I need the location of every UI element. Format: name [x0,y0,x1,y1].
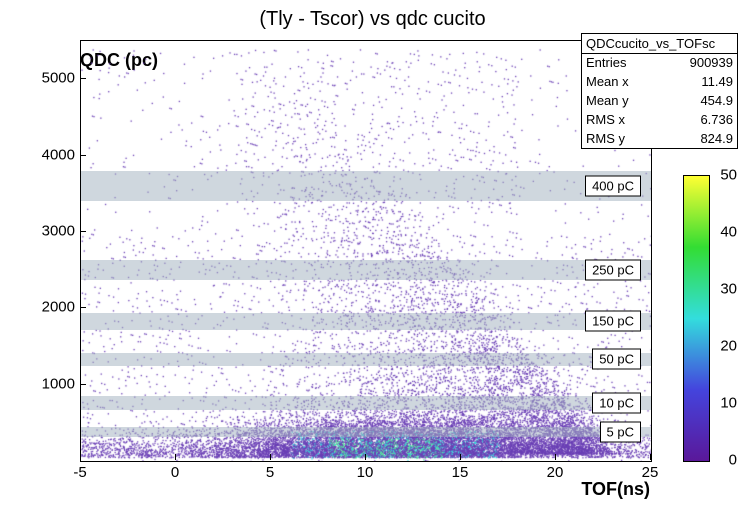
stats-value: 454.9 [700,93,733,110]
qdc-band [81,427,651,437]
y-tick-label: 1000 [25,375,75,392]
stats-key: RMS x [586,112,625,129]
x-tick-label: 0 [171,464,179,481]
x-axis-label: TOF(ns) [581,479,650,500]
qdc-band [81,353,651,366]
x-tick-label: 20 [547,464,564,481]
colorbar-tick-label: 10 [720,395,737,412]
colorbar-tick-label: 30 [720,281,737,298]
qdc-band [81,260,651,280]
stats-row: Mean x 11.49 [582,73,737,92]
x-tick-label: 10 [357,464,374,481]
qdc-band-label: 150 pC [585,311,641,332]
x-tick-label: 15 [452,464,469,481]
chart-title: (Tly - Tscor) vs qdc cucito [0,8,745,31]
stats-name: QDCcucito_vs_TOFsc [582,34,737,54]
y-tick-label: 3000 [25,222,75,239]
stats-value: 11.49 [701,74,733,91]
plot-area: 400 pC 250 pC 150 pC 50 pC 10 pC 5 pC [80,40,652,462]
qdc-band [81,171,651,202]
y-tick-label: 4000 [25,146,75,163]
stats-value: 900939 [690,55,733,72]
x-tick-label: 5 [266,464,274,481]
qdc-band [81,313,651,330]
stats-key: Mean y [586,93,629,110]
colorbar-tick-label: 0 [729,452,737,469]
colorbar-tick-label: 50 [720,167,737,184]
stats-row: RMS y 824.9 [582,130,737,149]
stats-key: Entries [586,55,626,72]
stats-key: Mean x [586,74,629,91]
stats-key: RMS y [586,131,625,148]
colorbar [683,175,710,462]
x-tick-label: -5 [73,464,86,481]
qdc-band-label: 10 pC [592,392,641,413]
stats-value: 824.9 [700,131,733,148]
qdc-band-label: 400 pC [585,176,641,197]
stats-row: Entries 900939 [582,54,737,73]
qdc-band [81,396,651,410]
qdc-band-label: 50 pC [592,349,641,370]
stats-row: RMS x 6.736 [582,111,737,130]
y-tick-label: 2000 [25,299,75,316]
colorbar-tick-label: 20 [720,338,737,355]
qdc-band-label: 5 pC [600,421,641,442]
stats-row: Mean y 454.9 [582,92,737,111]
chart-container: (Tly - Tscor) vs qdc cucito QDC (pc) 400… [0,0,745,506]
stats-box: QDCcucito_vs_TOFsc Entries 900939 Mean x 11… [581,33,738,149]
qdc-band-label: 250 pC [585,260,641,281]
y-tick-label: 5000 [25,70,75,87]
colorbar-tick-label: 40 [720,224,737,241]
stats-value: 6.736 [700,112,733,129]
